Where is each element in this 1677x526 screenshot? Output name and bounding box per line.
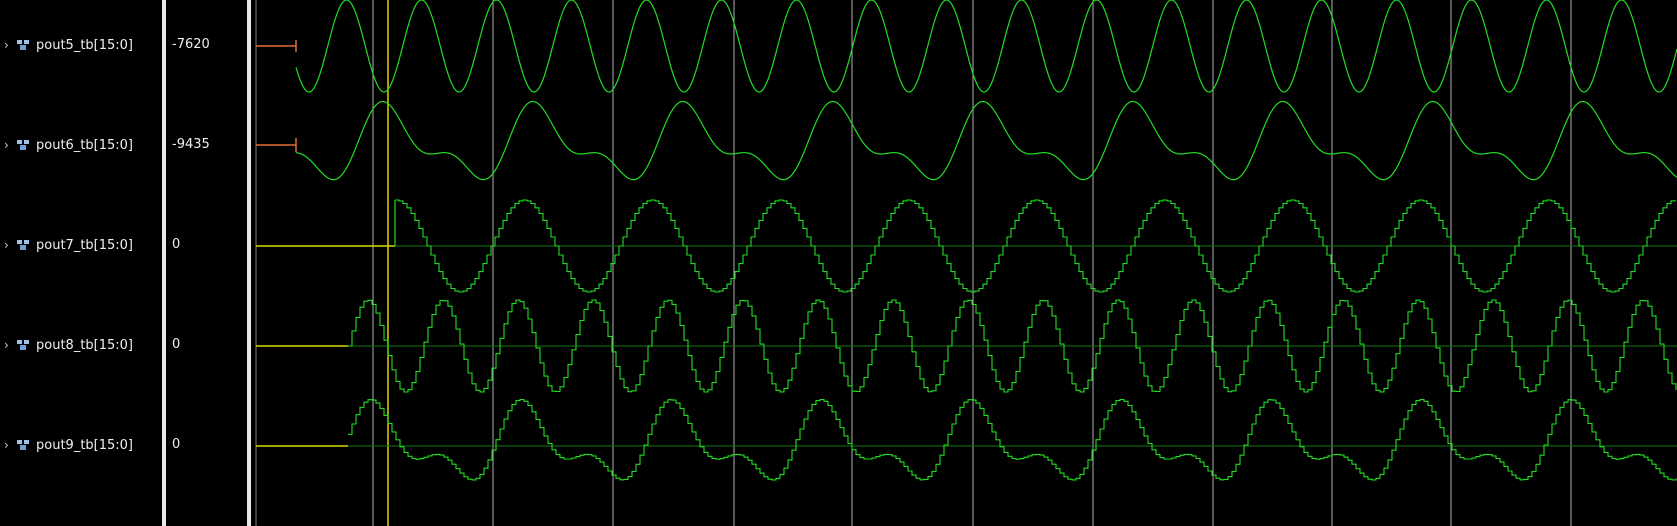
signal-name: pout7_tb[15:0] xyxy=(36,237,133,253)
chevron-right-icon[interactable]: › xyxy=(4,238,9,252)
bus-icon xyxy=(17,140,29,150)
waveform-pout5 xyxy=(295,0,1677,93)
value-pout9: 0 xyxy=(172,437,181,452)
value-pout7: 0 xyxy=(172,237,181,252)
bus-icon xyxy=(17,340,29,350)
chevron-right-icon[interactable]: › xyxy=(4,338,9,352)
chevron-right-icon[interactable]: › xyxy=(4,38,9,52)
signal-row-pout6[interactable]: › pout6_tb[15:0] xyxy=(0,135,133,155)
value-pout6: -9435 xyxy=(172,137,210,152)
signal-names-pane: › pout5_tb[15:0] › pout6_tb[15:0] › xyxy=(0,0,162,526)
waveform-canvas[interactable] xyxy=(251,0,1677,526)
signal-name: pout6_tb[15:0] xyxy=(36,137,133,153)
waveform-pout8 xyxy=(348,299,1677,393)
signal-name: pout9_tb[15:0] xyxy=(36,437,133,453)
signal-row-pout5[interactable]: › pout5_tb[15:0] xyxy=(0,35,133,55)
values-waves-divider[interactable] xyxy=(247,0,251,526)
signal-name: pout8_tb[15:0] xyxy=(36,337,133,353)
waveform-pout9 xyxy=(348,399,1677,481)
signal-values-pane: -7620 -9435 0 0 0 xyxy=(166,0,248,526)
bus-icon xyxy=(17,240,29,250)
signal-row-pout9[interactable]: › pout9_tb[15:0] xyxy=(0,435,133,455)
signal-row-pout7[interactable]: › pout7_tb[15:0] xyxy=(0,235,133,255)
bus-icon xyxy=(17,440,29,450)
waveform-pane[interactable] xyxy=(251,0,1677,526)
names-values-divider[interactable] xyxy=(162,0,166,526)
chevron-right-icon[interactable]: › xyxy=(4,438,9,452)
waveform-pout6 xyxy=(295,100,1677,181)
signal-name: pout5_tb[15:0] xyxy=(36,37,133,53)
value-pout5: -7620 xyxy=(172,37,210,52)
value-pout8: 0 xyxy=(172,337,181,352)
signal-row-pout8[interactable]: › pout8_tb[15:0] xyxy=(0,335,133,355)
waveform-pout7 xyxy=(395,199,1676,293)
bus-icon xyxy=(17,40,29,50)
chevron-right-icon[interactable]: › xyxy=(4,138,9,152)
